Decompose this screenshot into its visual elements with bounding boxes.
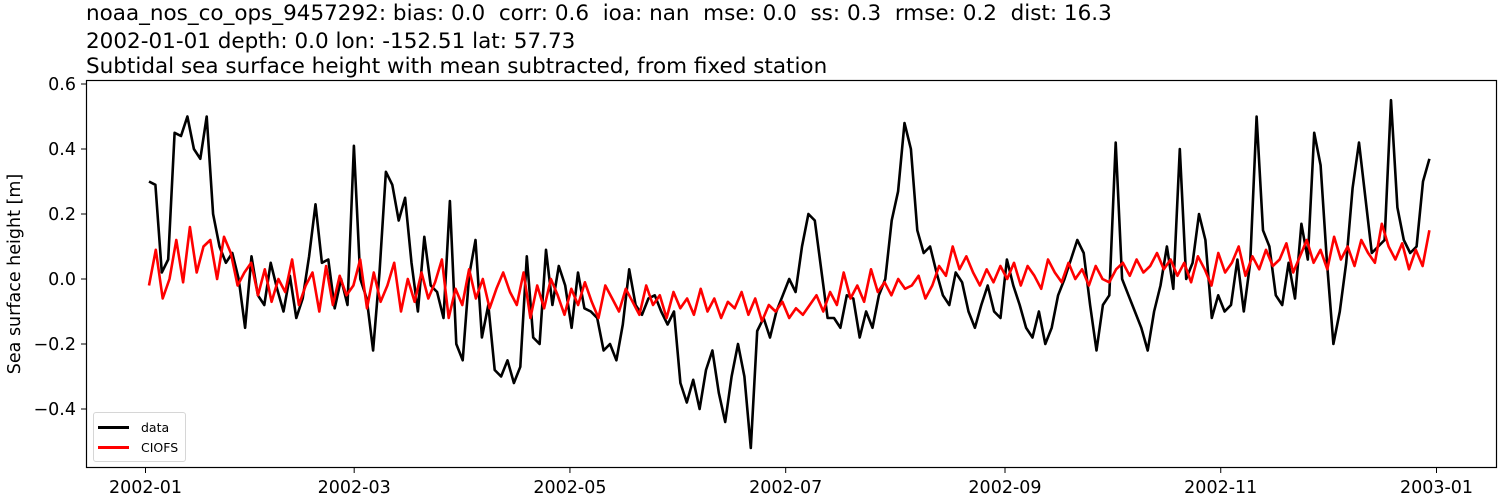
x-tick-label: 2002-07 — [749, 478, 822, 498]
legend-swatch-ciofs — [98, 445, 129, 449]
x-tick-label: 2002-09 — [968, 478, 1041, 498]
y-tick-label: 0.0 — [48, 270, 76, 290]
series-line-data — [148, 98, 1431, 450]
x-tick-label: 2003-01 — [1400, 478, 1473, 498]
legend: data CIOFS — [93, 412, 186, 462]
x-tick-label: 2002-05 — [533, 478, 606, 498]
legend-swatch-data — [98, 425, 129, 429]
y-tick-label: 0.4 — [48, 140, 76, 160]
series-line-ciofs — [147, 222, 1431, 323]
legend-label-data: data — [141, 419, 170, 435]
x-axis: 2002-01 2002-03 2002-05 2002-07 2002-09 2002-… — [109, 467, 1473, 498]
legend-item-ciofs: CIOFS — [98, 439, 178, 455]
legend-item-data: data — [98, 419, 169, 435]
chart-title-stats: noaa_nos_co_ops_9457292: bias: 0.0 corr:… — [86, 1, 1112, 26]
y-tick-label: 0.2 — [48, 205, 76, 225]
plot-frame — [85, 79, 1498, 469]
y-tick-label: −0.2 — [34, 335, 77, 355]
chart-title-location: 2002-01-01 depth: 0.0 lon: -152.51 lat: … — [86, 29, 576, 54]
x-tick-label: 2002-01 — [109, 478, 182, 498]
y-tick-label: 0.6 — [48, 75, 76, 95]
y-tick-label: −0.4 — [34, 400, 77, 420]
legend-label-ciofs: CIOFS — [141, 439, 179, 455]
chart-title-description: Subtidal sea surface height with mean su… — [86, 54, 828, 79]
x-tick-label: 2002-11 — [1184, 478, 1257, 498]
y-axis-label: Sea surface height [m] — [5, 174, 25, 374]
y-axis: 0.6 0.4 0.2 0.0 −0.2 −0.4 — [34, 75, 87, 420]
series-layer — [147, 98, 1431, 450]
x-tick-label: 2002-03 — [318, 478, 391, 498]
